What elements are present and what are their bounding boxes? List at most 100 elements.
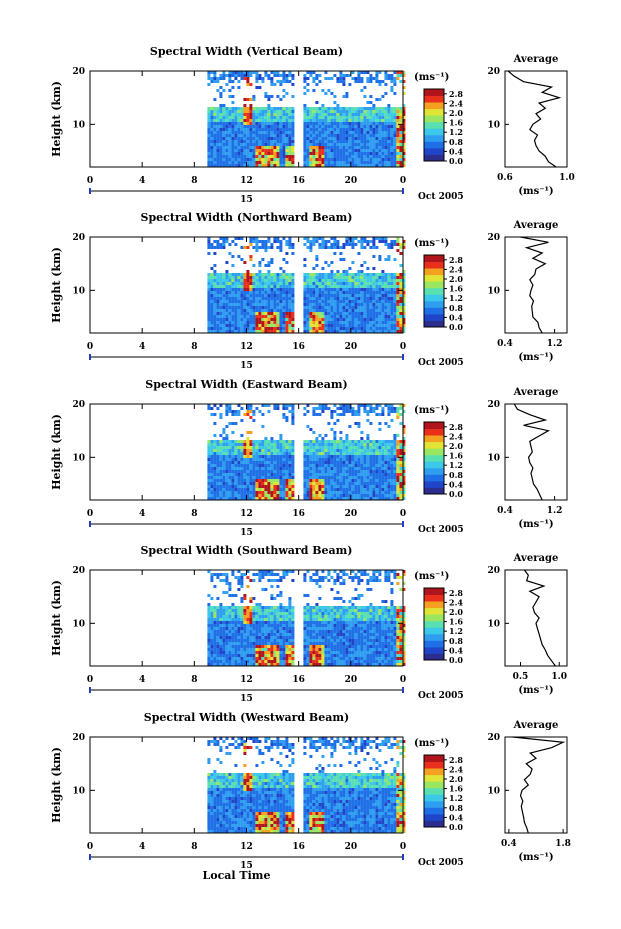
date-label: Oct 2005 bbox=[418, 192, 464, 202]
x-tick-label: 0 bbox=[87, 842, 93, 852]
colorbar-unit-label: (ms⁻¹) bbox=[414, 405, 449, 416]
colorbar-swatch bbox=[424, 102, 444, 110]
y-tick-label: 20 bbox=[72, 566, 85, 576]
y-axis-label: Height (km) bbox=[50, 580, 63, 656]
colorbar-tick-label: 1.2 bbox=[449, 626, 463, 636]
x-tick-label: 0 bbox=[87, 342, 93, 352]
colorbar-swatch bbox=[424, 787, 444, 795]
x-tick-label: 4 bbox=[139, 675, 145, 685]
colorbar-tick-label: 2.4 bbox=[449, 597, 463, 607]
heatmap-cells bbox=[207, 71, 406, 167]
colorbar-tick-label: 0.4 bbox=[449, 146, 463, 156]
colorbar-tick-label: 2.0 bbox=[449, 274, 463, 284]
colorbar-swatch bbox=[424, 607, 444, 615]
colorbar-swatch bbox=[424, 653, 444, 661]
colorbar-frame bbox=[423, 88, 445, 162]
x-tick-label: 0 bbox=[87, 675, 93, 685]
x-tick-label: 0 bbox=[87, 509, 93, 519]
profile-title: Average bbox=[513, 553, 559, 564]
profile-x-label: (ms⁻¹) bbox=[518, 519, 553, 530]
y-axis-label: Height (km) bbox=[50, 81, 63, 157]
average-profile: Average 0.4 1.8 10 20 (ms⁻¹) bbox=[487, 720, 570, 863]
colorbar: 0.00.40.81.21.62.02.42.8(ms⁻¹) bbox=[414, 738, 463, 832]
y-tick-label: 20 bbox=[72, 67, 85, 77]
colorbar: 0.00.40.81.21.62.02.42.8(ms⁻¹) bbox=[414, 238, 463, 332]
average-profile: Average 0.5 1.0 10 20 (ms⁻¹) bbox=[487, 553, 568, 696]
profile-x-label: (ms⁻¹) bbox=[518, 852, 553, 863]
y-axis-label: Height (km) bbox=[50, 247, 63, 323]
y-axis-label: Height (km) bbox=[50, 747, 63, 823]
colorbar-tick-label: 2.4 bbox=[449, 264, 463, 274]
x-tick-label: 12 bbox=[240, 675, 253, 685]
day-label: 15 bbox=[240, 195, 253, 205]
heatmap-cells bbox=[207, 570, 406, 666]
colorbar-swatch bbox=[424, 467, 444, 475]
profile-frame bbox=[504, 403, 568, 501]
colorbar-swatch bbox=[424, 633, 444, 641]
colorbar-frame bbox=[423, 754, 445, 828]
x-tick-label: 8 bbox=[191, 176, 197, 186]
colorbar-swatch bbox=[424, 281, 444, 289]
x-tick-label: 20 bbox=[345, 509, 358, 519]
profile-y-tick-label: 20 bbox=[487, 400, 500, 410]
colorbar-swatch bbox=[424, 95, 444, 103]
x-tick-label: 0 bbox=[400, 342, 406, 352]
colorbar-swatch bbox=[424, 108, 444, 116]
colorbar-swatch bbox=[424, 588, 444, 595]
x-tick-label: 0 bbox=[400, 509, 406, 519]
heatmap-cells bbox=[207, 237, 406, 333]
x-tick-label: 16 bbox=[292, 509, 305, 519]
colorbar-swatch bbox=[424, 487, 444, 495]
colorbar-swatch bbox=[424, 800, 444, 808]
panel-3: Spectral Width (Southward Beam) 0 4 8 12 16 20… bbox=[50, 544, 568, 704]
profile-frame bbox=[504, 736, 568, 834]
profile-title: Average bbox=[513, 387, 559, 398]
x-tick-label: 8 bbox=[191, 675, 197, 685]
y-axis-label: Height (km) bbox=[50, 414, 63, 490]
profile-x-tick-label: 0.6 bbox=[497, 173, 513, 183]
colorbar-swatch bbox=[424, 480, 444, 488]
colorbar-tick-label: 2.4 bbox=[449, 764, 463, 774]
panel-4: Spectral Width (Westward Beam) 0 4 8 12 16 20 0… bbox=[50, 711, 571, 871]
colorbar-swatch bbox=[424, 461, 444, 469]
colorbar-unit-label: (ms⁻¹) bbox=[414, 238, 449, 249]
colorbar-tick-label: 0.8 bbox=[449, 636, 463, 646]
profile-x-tick-label: 0.4 bbox=[497, 506, 513, 516]
profile-y-tick-label: 20 bbox=[487, 566, 500, 576]
average-profile: Average 0.4 1.2 10 20 (ms⁻¹) bbox=[487, 220, 568, 363]
colorbar: 0.00.40.81.21.62.02.42.8(ms⁻¹) bbox=[414, 571, 463, 665]
x-tick-label: 20 bbox=[345, 675, 358, 685]
y-tick-label: 10 bbox=[72, 120, 85, 130]
x-tick-label: 16 bbox=[292, 842, 305, 852]
x-tick-label: 4 bbox=[139, 842, 145, 852]
profile-y-tick-label: 10 bbox=[487, 619, 500, 629]
profile-x-tick-label: 0.5 bbox=[513, 672, 529, 682]
colorbar-tick-label: 0.4 bbox=[449, 312, 463, 322]
date-label: Oct 2005 bbox=[418, 858, 464, 868]
x-tick-label: 16 bbox=[292, 342, 305, 352]
panel-1: Spectral Width (Northward Beam) 0 4 8 12 16 20… bbox=[50, 211, 568, 371]
colorbar-swatch bbox=[424, 268, 444, 276]
panel-2: Spectral Width (Eastward Beam) 0 4 8 12 16 20 0… bbox=[50, 378, 568, 538]
x-tick-label: 12 bbox=[240, 342, 253, 352]
colorbar-swatch bbox=[424, 807, 444, 815]
profile-line bbox=[520, 236, 549, 334]
colorbar-tick-label: 2.0 bbox=[449, 607, 463, 617]
panel-title: Spectral Width (Vertical Beam) bbox=[150, 45, 343, 58]
colorbar-tick-label: 2.0 bbox=[449, 108, 463, 118]
x-tick-label: 12 bbox=[240, 509, 253, 519]
profile-title: Average bbox=[513, 54, 559, 65]
profile-line bbox=[523, 569, 556, 667]
y-tick-label: 20 bbox=[72, 733, 85, 743]
colorbar-tick-label: 0.8 bbox=[449, 303, 463, 313]
colorbar-swatch bbox=[424, 627, 444, 635]
colorbar-tick-label: 2.4 bbox=[449, 98, 463, 108]
colorbar: 0.00.40.81.21.62.02.42.8(ms⁻¹) bbox=[414, 405, 463, 499]
x-axis-label: Local Time bbox=[203, 869, 271, 882]
colorbar-tick-label: 1.6 bbox=[449, 784, 463, 794]
profile-x-label: (ms⁻¹) bbox=[518, 685, 553, 696]
colorbar-swatch bbox=[424, 320, 444, 328]
x-tick-label: 0 bbox=[400, 675, 406, 685]
colorbar-swatch bbox=[424, 646, 444, 654]
colorbar-swatch bbox=[424, 768, 444, 776]
